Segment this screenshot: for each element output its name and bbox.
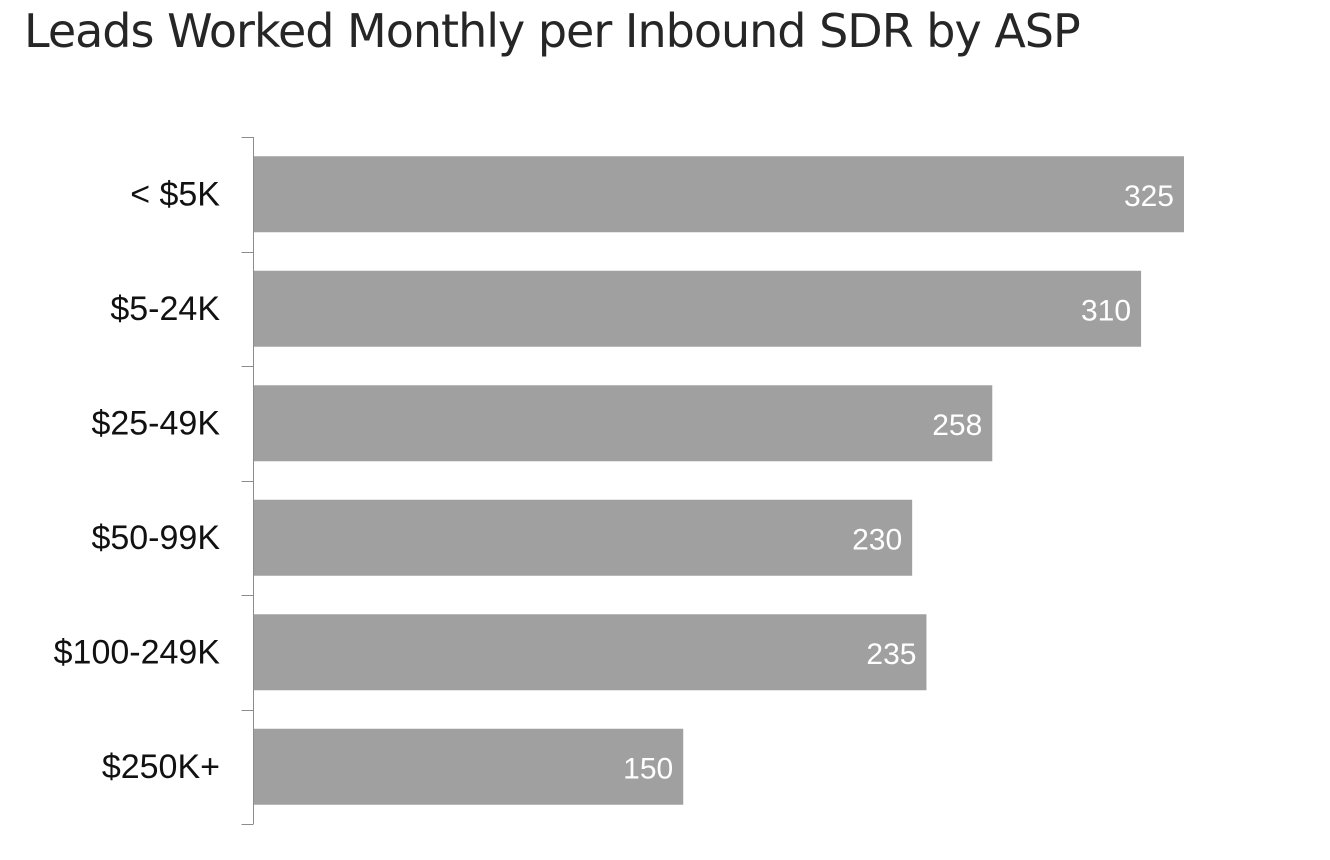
category-label: < $5K: [130, 175, 220, 213]
bar: [254, 728, 684, 805]
bar: [254, 156, 1184, 233]
value-label: 150: [623, 752, 673, 785]
bar: [254, 270, 1142, 347]
axis-layer: [241, 137, 254, 825]
value-label: 235: [866, 638, 916, 671]
chart-title: Leads Worked Monthly per Inbound SDR by …: [24, 4, 1081, 58]
category-label: $250K+: [102, 748, 220, 786]
value-label: 230: [852, 523, 902, 556]
category-label: $5-24K: [110, 290, 220, 328]
bar: [254, 614, 927, 691]
value-label: 325: [1124, 180, 1174, 213]
value-label: 258: [932, 409, 982, 442]
value-label: 310: [1081, 294, 1131, 327]
bar: [254, 499, 913, 576]
labels-layer: < $5K 325 $5-24K 310 $25-49K 258 $50-99K 230 $10…: [54, 175, 1174, 786]
bar: [254, 385, 993, 462]
category-label: $100-249K: [54, 633, 221, 671]
category-label: $50-99K: [91, 519, 220, 557]
category-label: $25-49K: [91, 404, 220, 442]
bars-layer: [254, 156, 1184, 805]
